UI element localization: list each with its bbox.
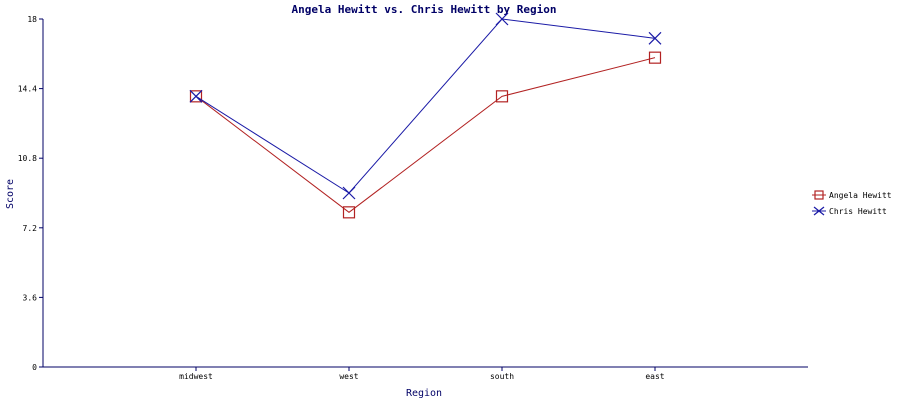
legend-item: Angela Hewitt: [812, 190, 892, 200]
y-tick-label: 3.6: [23, 293, 38, 302]
data-point-square: [495, 90, 509, 103]
legend-label: Chris Hewitt: [829, 207, 887, 216]
x-tick-label: south: [490, 372, 514, 381]
y-tick-label: 7.2: [23, 224, 38, 233]
legend: Angela Hewitt Chris Hewitt: [812, 190, 892, 216]
series-layer: [189, 12, 662, 219]
series-line: [195, 57, 656, 213]
data-point-square: [342, 206, 356, 219]
legend-marker: [813, 206, 825, 216]
x-marker-stroke: [189, 89, 203, 103]
data-point-x: [495, 12, 509, 26]
y-tick-label: 0: [32, 363, 37, 372]
x-axis-ticks: midwest west south east: [179, 367, 665, 381]
x-marker-stroke: [495, 12, 509, 26]
x-marker-stroke: [342, 186, 356, 200]
series-angela-hewitt: [189, 51, 662, 219]
x-tick-label: west: [339, 372, 358, 381]
data-point-x: [342, 186, 356, 200]
data-point-x: [189, 89, 203, 103]
x-axis-label: Region: [406, 388, 442, 399]
y-axis-label: Score: [5, 179, 16, 209]
data-point-square: [648, 51, 662, 64]
x-tick-label: east: [645, 372, 664, 381]
legend-marker: [814, 190, 824, 200]
legend-item: Chris Hewitt: [812, 206, 887, 216]
y-axis-ticks: 0 3.6 7.2 10.8 14.4 18: [18, 15, 43, 372]
y-tick-label: 14.4: [18, 85, 37, 94]
legend-label: Angela Hewitt: [829, 191, 892, 200]
series-chris-hewitt: [189, 12, 662, 200]
data-point-x: [648, 31, 662, 45]
x-marker-stroke: [648, 31, 662, 45]
data-point-square: [189, 90, 203, 103]
y-tick-label: 18: [27, 15, 37, 24]
series-line: [195, 18, 656, 194]
y-tick-label: 10.8: [18, 154, 37, 163]
chart-title: Angela Hewitt vs. Chris Hewitt by Region: [292, 3, 557, 16]
x-tick-label: midwest: [179, 372, 213, 381]
